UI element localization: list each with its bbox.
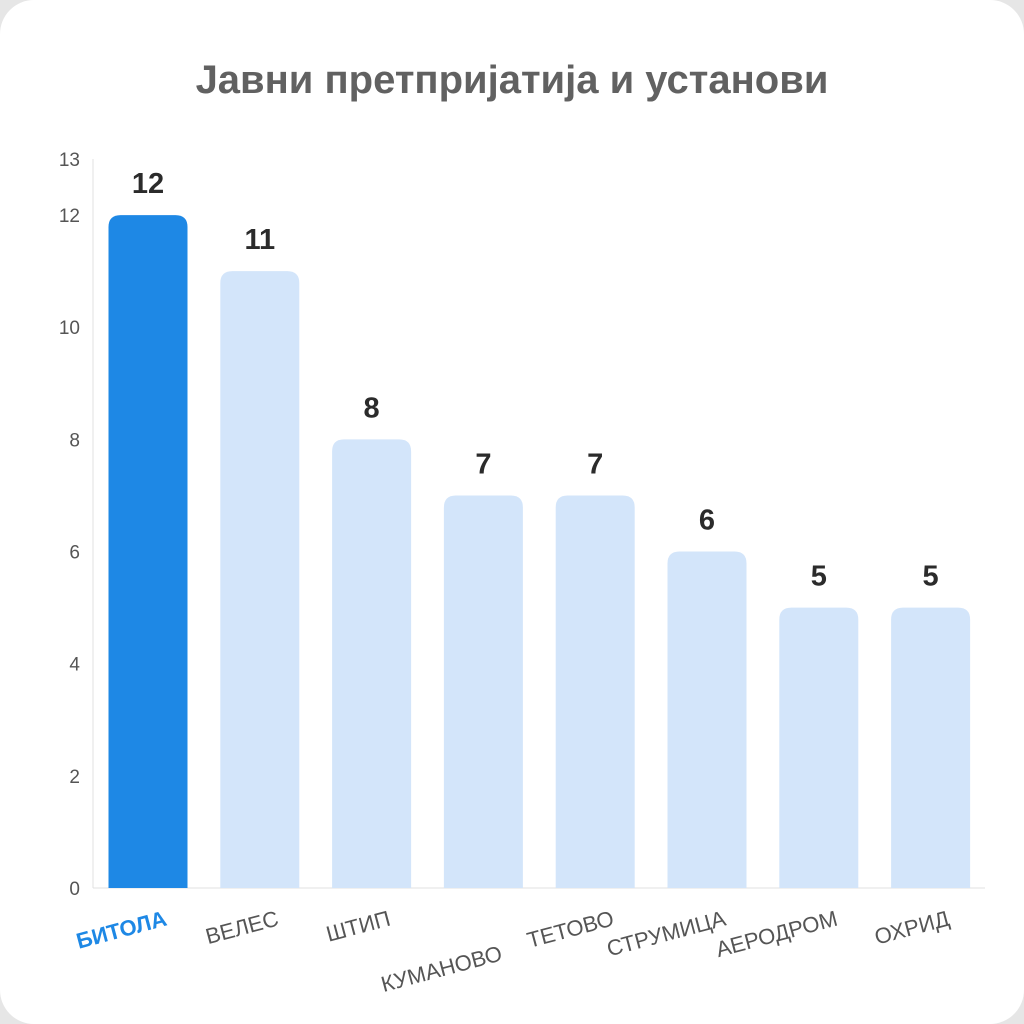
x-tick-label: СТРУМИЦА xyxy=(604,906,728,962)
x-tick-label: БИТОЛА xyxy=(74,906,170,954)
y-tick-label: 2 xyxy=(69,767,80,788)
x-tick-label: КУМАНОВО xyxy=(378,941,504,997)
x-tick-label: ОХРИД xyxy=(872,906,952,950)
y-tick-label: 0 xyxy=(69,879,80,900)
bar-value-label: 8 xyxy=(364,392,380,424)
bar[interactable] xyxy=(555,495,635,888)
bar[interactable] xyxy=(779,607,859,888)
bar[interactable] xyxy=(108,215,188,889)
x-tick-label: АЕРОДРОМ xyxy=(713,906,840,962)
y-tick-label: 10 xyxy=(59,318,80,339)
bar[interactable] xyxy=(891,607,971,888)
bar[interactable] xyxy=(667,551,747,888)
y-tick-label: 4 xyxy=(69,655,80,676)
bar-value-label: 5 xyxy=(811,561,827,593)
bar-value-label: 12 xyxy=(132,168,164,200)
x-tick-label: ВЕЛЕС xyxy=(203,906,281,949)
y-tick-label: 8 xyxy=(69,430,80,451)
x-tick-label: ШТИП xyxy=(323,906,392,947)
y-tick-label: 6 xyxy=(69,543,80,564)
bar-value-label: 5 xyxy=(923,561,939,593)
y-tick-label: 12 xyxy=(59,206,80,227)
bar[interactable] xyxy=(332,439,412,888)
y-tick-label: 13 xyxy=(59,150,80,171)
bar-value-label: 11 xyxy=(244,224,275,256)
chart-title: Јавни претпријатија и установи xyxy=(195,58,829,102)
x-tick-label: ТЕТОВО xyxy=(524,906,616,953)
bar-value-label: 7 xyxy=(587,448,603,480)
bar[interactable] xyxy=(443,495,523,888)
bar-value-label: 6 xyxy=(699,505,715,537)
bar-group xyxy=(108,215,971,889)
bar-value-label: 7 xyxy=(475,448,491,480)
bar[interactable] xyxy=(220,271,300,889)
